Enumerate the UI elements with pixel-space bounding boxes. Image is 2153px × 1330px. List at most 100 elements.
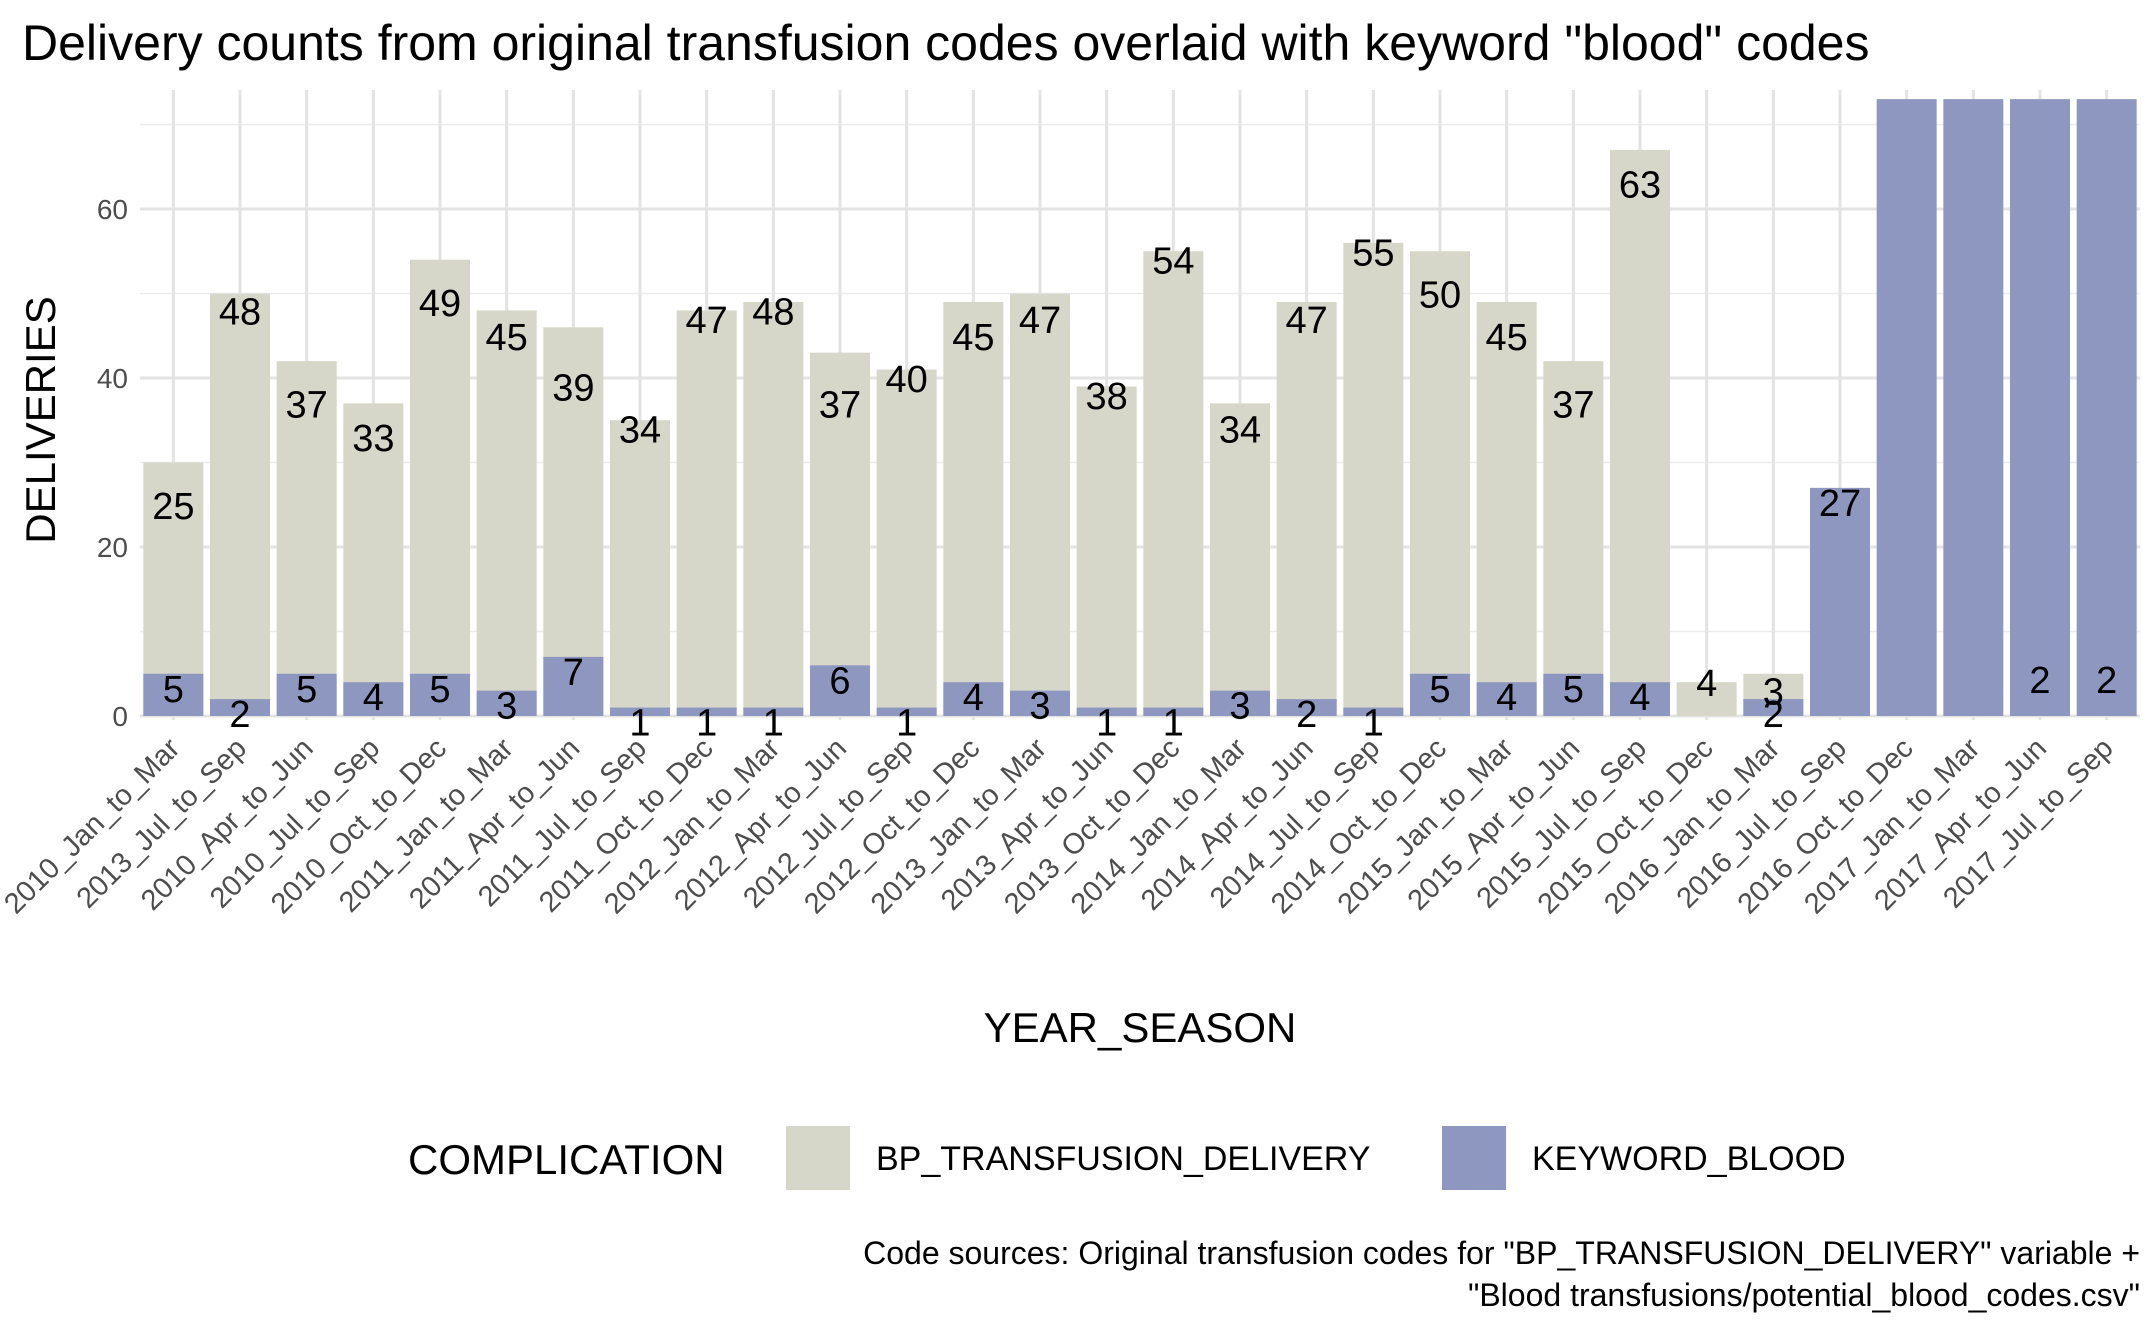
data-label: 45 <box>1486 317 1528 359</box>
bar-keyword-blood <box>943 682 1004 716</box>
bar-bp-transfusion <box>1476 301 1537 716</box>
bar-bp-transfusion <box>743 301 804 716</box>
data-label: 38 <box>1086 376 1128 418</box>
bar-bp-transfusion <box>1610 149 1670 717</box>
bar-keyword-blood <box>1543 673 1604 716</box>
bar-bp-transfusion <box>543 327 604 716</box>
data-label: 2 <box>1296 694 1317 736</box>
bar-keyword-blood <box>1943 99 2004 716</box>
bar-keyword-blood <box>1476 682 1537 716</box>
data-label: 3 <box>496 686 517 728</box>
bar-bp-transfusion <box>1076 386 1137 716</box>
bar-bp-transfusion <box>1543 361 1604 716</box>
bar-bp-transfusion <box>1676 682 1737 716</box>
y-tick-label: 20 <box>97 532 128 563</box>
data-label: 5 <box>429 669 450 711</box>
bar-keyword-blood <box>1210 690 1270 716</box>
data-label: 4 <box>1496 677 1517 719</box>
bar-keyword-blood <box>143 673 204 716</box>
data-label: 37 <box>819 384 861 426</box>
bar-bp-transfusion <box>1276 301 1337 716</box>
y-axis-ticks: 0 20 40 60 <box>97 194 128 732</box>
data-label: 1 <box>896 703 917 745</box>
y-tick-label: 40 <box>97 363 128 394</box>
bar-keyword-blood <box>1410 673 1470 716</box>
bar-bp-transfusion <box>810 352 870 716</box>
bar-keyword-blood <box>1810 487 1870 716</box>
legend: COMPLICATION BP_TRANSFUSION_DELIVERY KEY… <box>408 1126 1846 1190</box>
data-label: 1 <box>629 703 650 745</box>
data-label: 47 <box>1286 300 1328 342</box>
data-label: 7 <box>563 652 584 694</box>
data-label: 47 <box>1019 300 1061 342</box>
data-label: 34 <box>1219 410 1261 452</box>
data-label: 50 <box>1419 275 1461 317</box>
data-label: 33 <box>352 418 394 460</box>
data-label: 6 <box>829 660 850 702</box>
data-label: 3 <box>1029 686 1050 728</box>
bar-bp-transfusion <box>610 420 670 716</box>
data-label: 5 <box>163 669 184 711</box>
bar-bp-transfusion <box>1010 293 1070 716</box>
legend-key-keyword-blood <box>1442 1126 1506 1190</box>
y-tick-label: 60 <box>97 194 128 225</box>
data-label: 2 <box>2029 660 2050 702</box>
bar-bp-transfusion <box>943 301 1004 716</box>
data-label: 4 <box>1696 663 1717 705</box>
data-label: 45 <box>486 317 528 359</box>
data-label: 3 <box>1229 686 1250 728</box>
bar-bp-transfusion <box>343 403 404 716</box>
bar-keyword-blood <box>210 699 270 716</box>
bar-bp-transfusion <box>210 293 270 716</box>
data-label: 54 <box>1152 241 1194 283</box>
bar-bp-transfusion <box>676 310 737 716</box>
data-label: 2 <box>2096 660 2117 702</box>
legend-label-bp-transfusion: BP_TRANSFUSION_DELIVERY <box>876 1140 1370 1178</box>
data-label: 4 <box>1629 677 1650 719</box>
data-label: 55 <box>1352 232 1394 274</box>
bar-keyword-blood <box>2010 99 2070 716</box>
chart-title: Delivery counts from original transfusio… <box>22 15 1870 71</box>
data-label: 1 <box>696 703 717 745</box>
bar-keyword-blood <box>276 673 337 716</box>
data-label: 63 <box>1619 165 1661 207</box>
data-label: 34 <box>619 410 661 452</box>
bar-keyword-blood <box>1076 707 1137 716</box>
data-label: 48 <box>752 291 794 333</box>
bar-keyword-blood <box>476 690 537 716</box>
bar-bp-transfusion <box>1210 403 1270 716</box>
bar-bp-transfusion <box>1143 251 1204 716</box>
bar-bp-transfusion <box>410 259 470 716</box>
data-label: 1 <box>1163 703 1184 745</box>
data-label: 4 <box>963 677 984 719</box>
data-label: 48 <box>219 291 261 333</box>
bar-keyword-blood <box>2076 99 2137 716</box>
bar-keyword-blood <box>1343 707 1404 716</box>
bar-keyword-blood <box>876 707 937 716</box>
bar-keyword-blood <box>810 665 870 716</box>
data-label: 45 <box>952 317 994 359</box>
bar-keyword-blood <box>676 707 737 716</box>
data-label: 39 <box>552 367 594 409</box>
bar-bp-transfusion <box>476 310 537 716</box>
data-label: 49 <box>419 283 461 325</box>
bar-bp-transfusion <box>1343 242 1404 717</box>
data-label: 5 <box>1563 669 1584 711</box>
bar-keyword-blood <box>610 707 670 716</box>
caption-line-1: Code sources: Original transfusion codes… <box>863 1235 2140 1271</box>
data-label: 5 <box>296 669 317 711</box>
data-label: 2 <box>229 694 250 736</box>
data-label: 25 <box>152 486 194 528</box>
data-label: 37 <box>1552 384 1594 426</box>
x-axis-title: YEAR_SEASON <box>984 1004 1297 1051</box>
legend-label-keyword-blood: KEYWORD_BLOOD <box>1532 1140 1846 1178</box>
bar-bp-transfusion <box>276 361 337 716</box>
data-label: 37 <box>286 384 328 426</box>
legend-title: COMPLICATION <box>408 1136 725 1183</box>
bars <box>143 99 2137 717</box>
bar-bp-transfusion <box>1410 251 1470 716</box>
bar-keyword-blood <box>1743 699 1804 716</box>
data-label: 3 <box>1763 672 1784 714</box>
data-label: 5 <box>1429 669 1450 711</box>
